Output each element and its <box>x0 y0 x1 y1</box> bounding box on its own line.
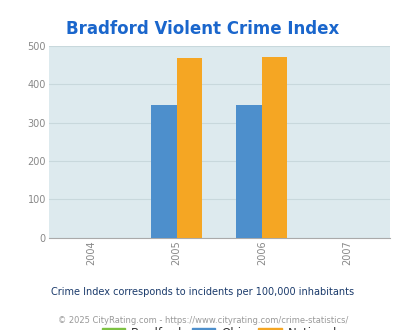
Bar <box>236 105 261 238</box>
Legend: Bradford, Ohio, National: Bradford, Ohio, National <box>98 324 340 330</box>
Bar <box>176 58 202 238</box>
Text: Crime Index corresponds to incidents per 100,000 inhabitants: Crime Index corresponds to incidents per… <box>51 287 354 297</box>
Bar <box>151 105 176 238</box>
Bar <box>261 56 287 238</box>
Text: Bradford Violent Crime Index: Bradford Violent Crime Index <box>66 20 339 38</box>
Text: © 2025 CityRating.com - https://www.cityrating.com/crime-statistics/: © 2025 CityRating.com - https://www.city… <box>58 315 347 325</box>
